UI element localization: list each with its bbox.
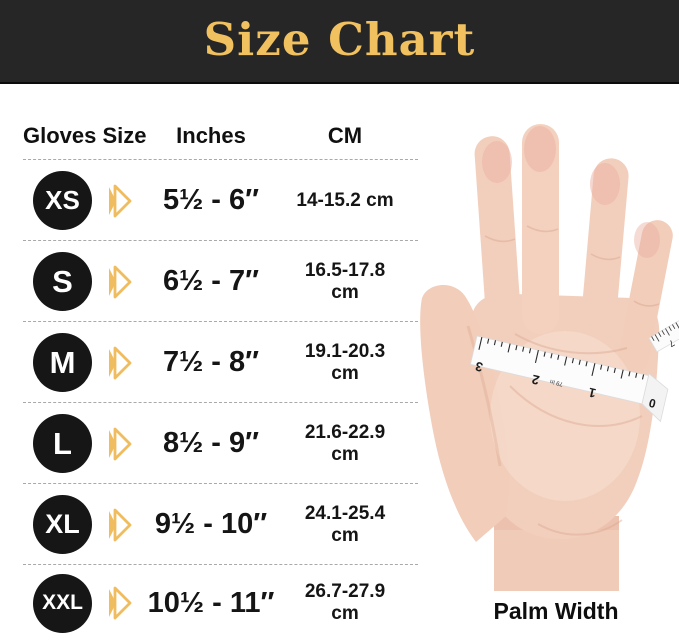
- column-header-inches: Inches: [176, 123, 246, 148]
- size-badge: M: [33, 333, 92, 392]
- double-triangle-right-icon: [109, 184, 132, 217]
- tape-unit-text: 79 in: [550, 378, 564, 387]
- column-header-gloves-size: Gloves Size: [23, 123, 147, 148]
- table-row: XL 9½ - 10″ 24.1-25.4 cm: [0, 484, 425, 565]
- tape-ticks: [478, 337, 645, 380]
- tape-stub-number: 7: [667, 338, 676, 349]
- double-triangle-right-icon: [109, 346, 132, 379]
- double-triangle-right-icon: [109, 508, 132, 541]
- index-finger: [474, 136, 521, 331]
- table-row: XXL 10½ - 11″ 26.7-27.9 cm: [0, 565, 425, 641]
- cm-value: 21.6-22.9 cm: [304, 421, 386, 465]
- palm-measurement-illustration: 7 3 2 79 in 1 0: [420, 124, 679, 591]
- tape-number: 1: [587, 385, 597, 401]
- cm-value: 16.5-17.8 cm: [304, 259, 386, 303]
- inches-value: 5½ - 6″: [162, 184, 260, 216]
- measuring-tape-stub: 7: [648, 319, 679, 353]
- header-bar: Size Chart: [0, 0, 679, 84]
- size-badge: L: [33, 414, 92, 473]
- wrist: [494, 516, 619, 591]
- double-triangle-right-icon: [109, 427, 132, 460]
- double-triangle-right-icon: [109, 586, 132, 620]
- palm-width-caption: Palm Width: [493, 598, 619, 624]
- middle-finger: [522, 124, 559, 334]
- tape-number: 3: [474, 359, 484, 375]
- inches-value: 9½ - 10″: [154, 508, 268, 540]
- size-badge: XL: [33, 495, 92, 554]
- cm-value: 14-15.2 cm: [296, 189, 394, 211]
- size-table: Gloves Size Inches CM XS 5½ - 6″ 14-15.2…: [0, 84, 425, 641]
- table-row: XS 5½ - 6″ 14-15.2 cm: [0, 160, 425, 241]
- ring-finger: [580, 158, 629, 348]
- pinky-finger: [618, 220, 673, 373]
- table-row: S 6½ - 7″ 16.5-17.8 cm: [0, 241, 425, 322]
- cm-value: 26.7-27.9 cm: [304, 581, 386, 624]
- column-header-cm: CM: [327, 123, 363, 148]
- page-title: Size Chart: [203, 13, 476, 66]
- table-body: XS 5½ - 6″ 14-15.2 cm S 6½ - 7″ 16.5-17.…: [0, 160, 425, 641]
- cm-value: 19.1-20.3 cm: [304, 340, 386, 384]
- double-triangle-right-icon: [109, 265, 132, 298]
- table-row: M 7½ - 8″ 19.1-20.3 cm: [0, 322, 425, 403]
- size-badge: XS: [33, 171, 92, 230]
- tape-number: 2: [530, 372, 540, 388]
- measuring-tape: 3 2 79 in 1 0: [469, 335, 669, 423]
- inches-value: 7½ - 8″: [162, 346, 260, 378]
- inches-value: 6½ - 7″: [162, 265, 260, 297]
- size-badge: S: [33, 252, 92, 311]
- table-header-row: Gloves Size Inches CM: [0, 84, 425, 160]
- table-row: L 8½ - 9″ 21.6-22.9 cm: [0, 403, 425, 484]
- inches-value: 10½ - 11″: [147, 586, 275, 619]
- inches-value: 8½ - 9″: [162, 427, 260, 459]
- tape-number: 0: [647, 396, 657, 411]
- size-badge: XXL: [33, 573, 92, 633]
- cm-value: 24.1-25.4 cm: [304, 502, 386, 546]
